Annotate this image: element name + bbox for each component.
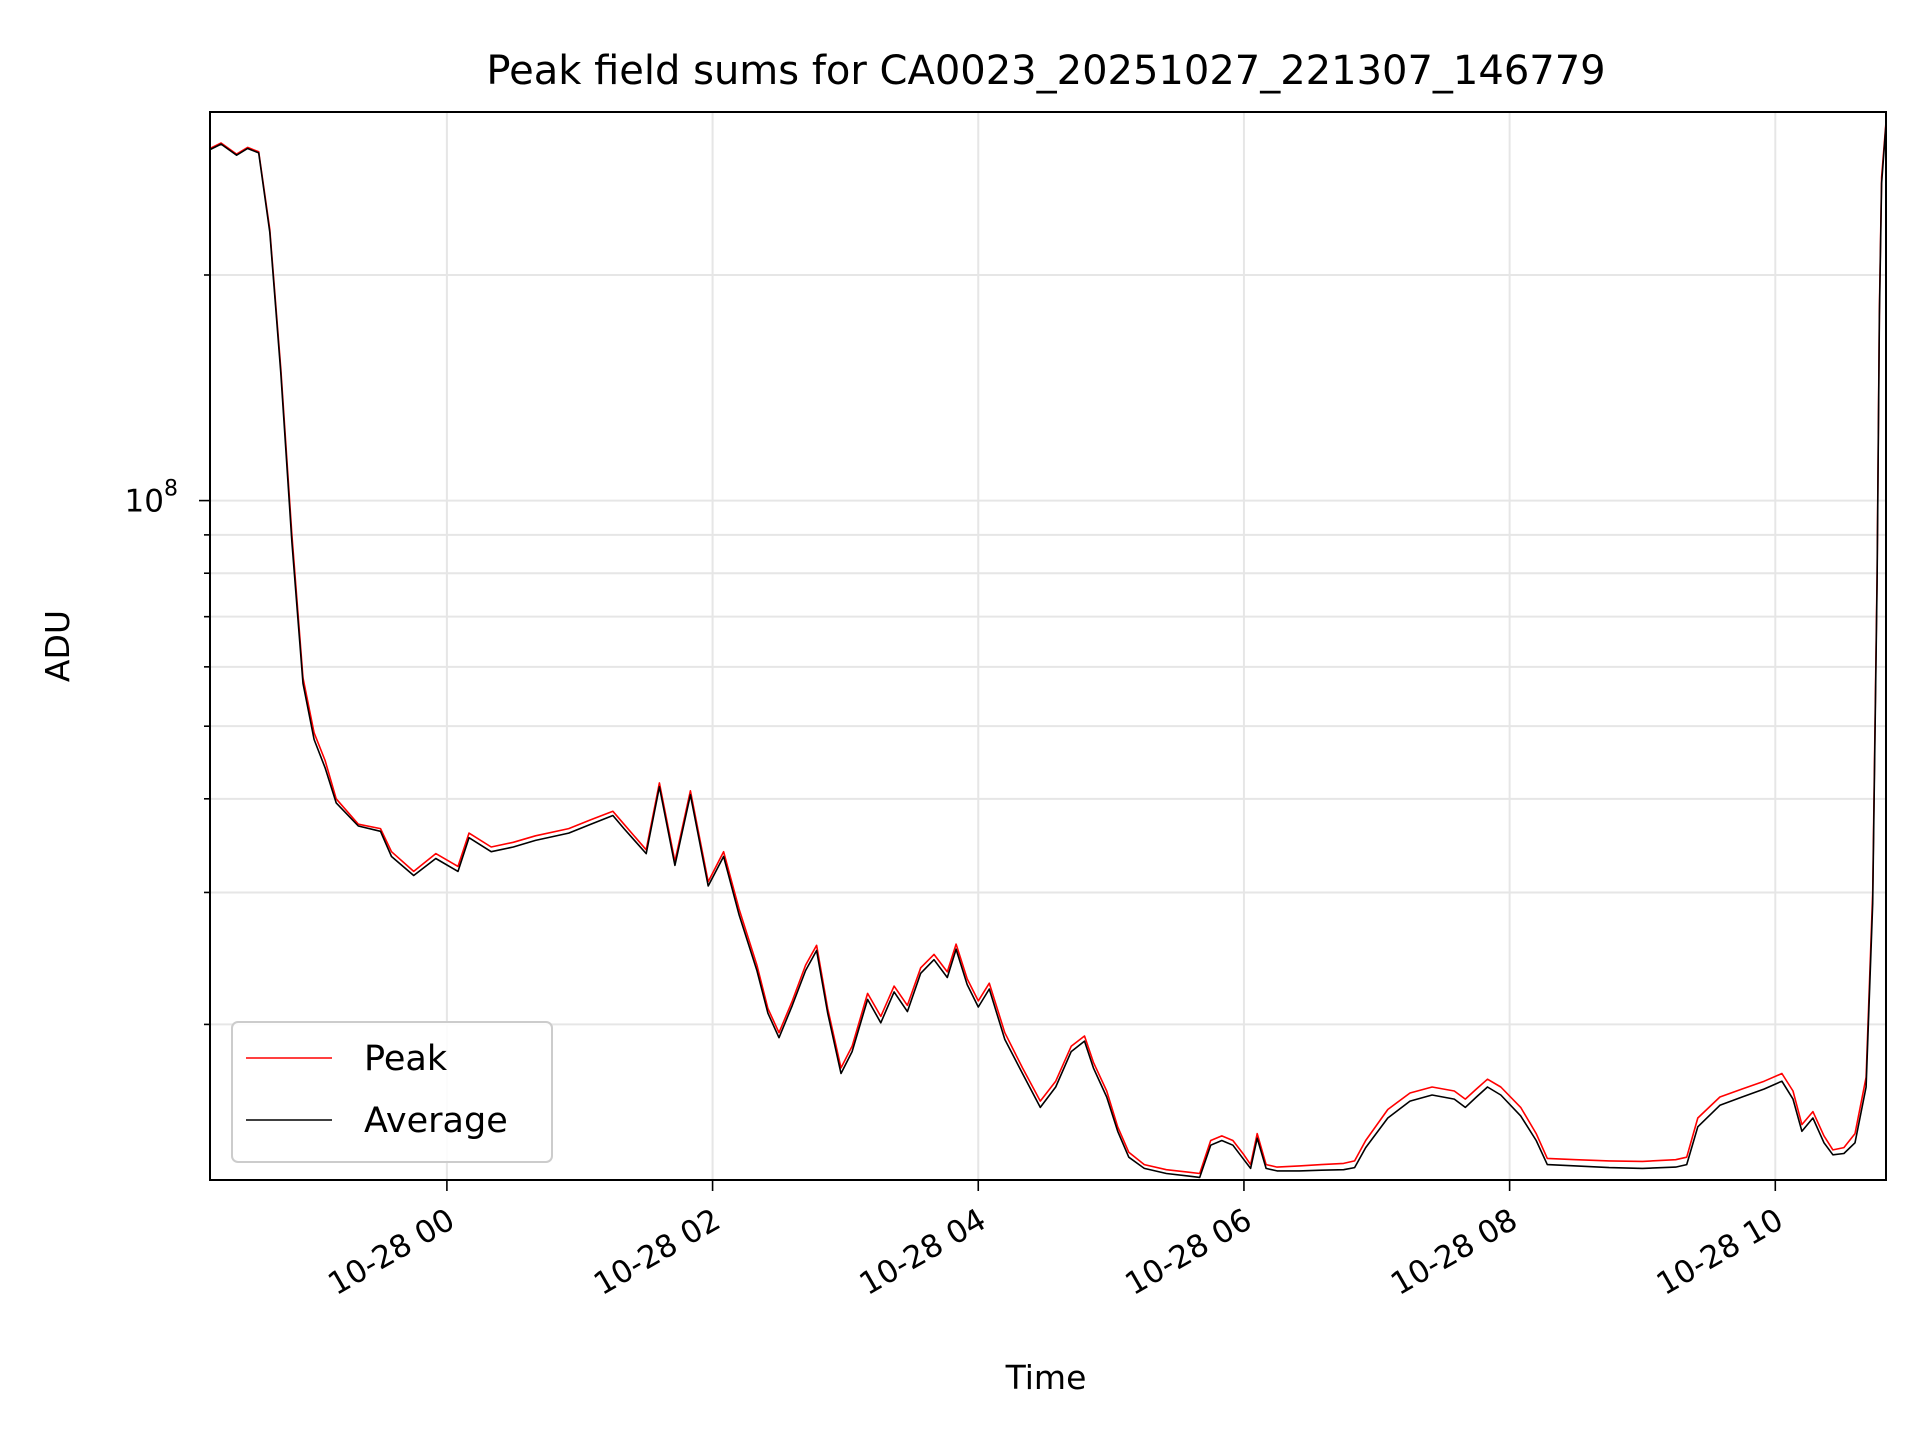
plot-frame [209, 111, 1887, 1181]
legend-label-peak: Peak [364, 1039, 448, 1079]
chart-title: Peak field sums for CA0023_20251027_2213… [486, 48, 1605, 94]
series-line-peak [209, 121, 1887, 1175]
plot-background [210, 112, 1886, 1180]
legend-label-average: Average [364, 1101, 508, 1141]
y-tick-label: 108 [125, 477, 178, 520]
plot-area [209, 111, 1887, 1181]
x-axis-label: Time [1005, 1358, 1087, 1397]
series-lines [209, 121, 1887, 1179]
y-axis-label: ADU [38, 610, 77, 682]
grid [210, 112, 1886, 1180]
legend: Peak Average [231, 1021, 553, 1163]
series-line-average [209, 124, 1887, 1179]
y-axis: 108 [125, 274, 210, 1026]
legend-box [231, 1021, 553, 1163]
